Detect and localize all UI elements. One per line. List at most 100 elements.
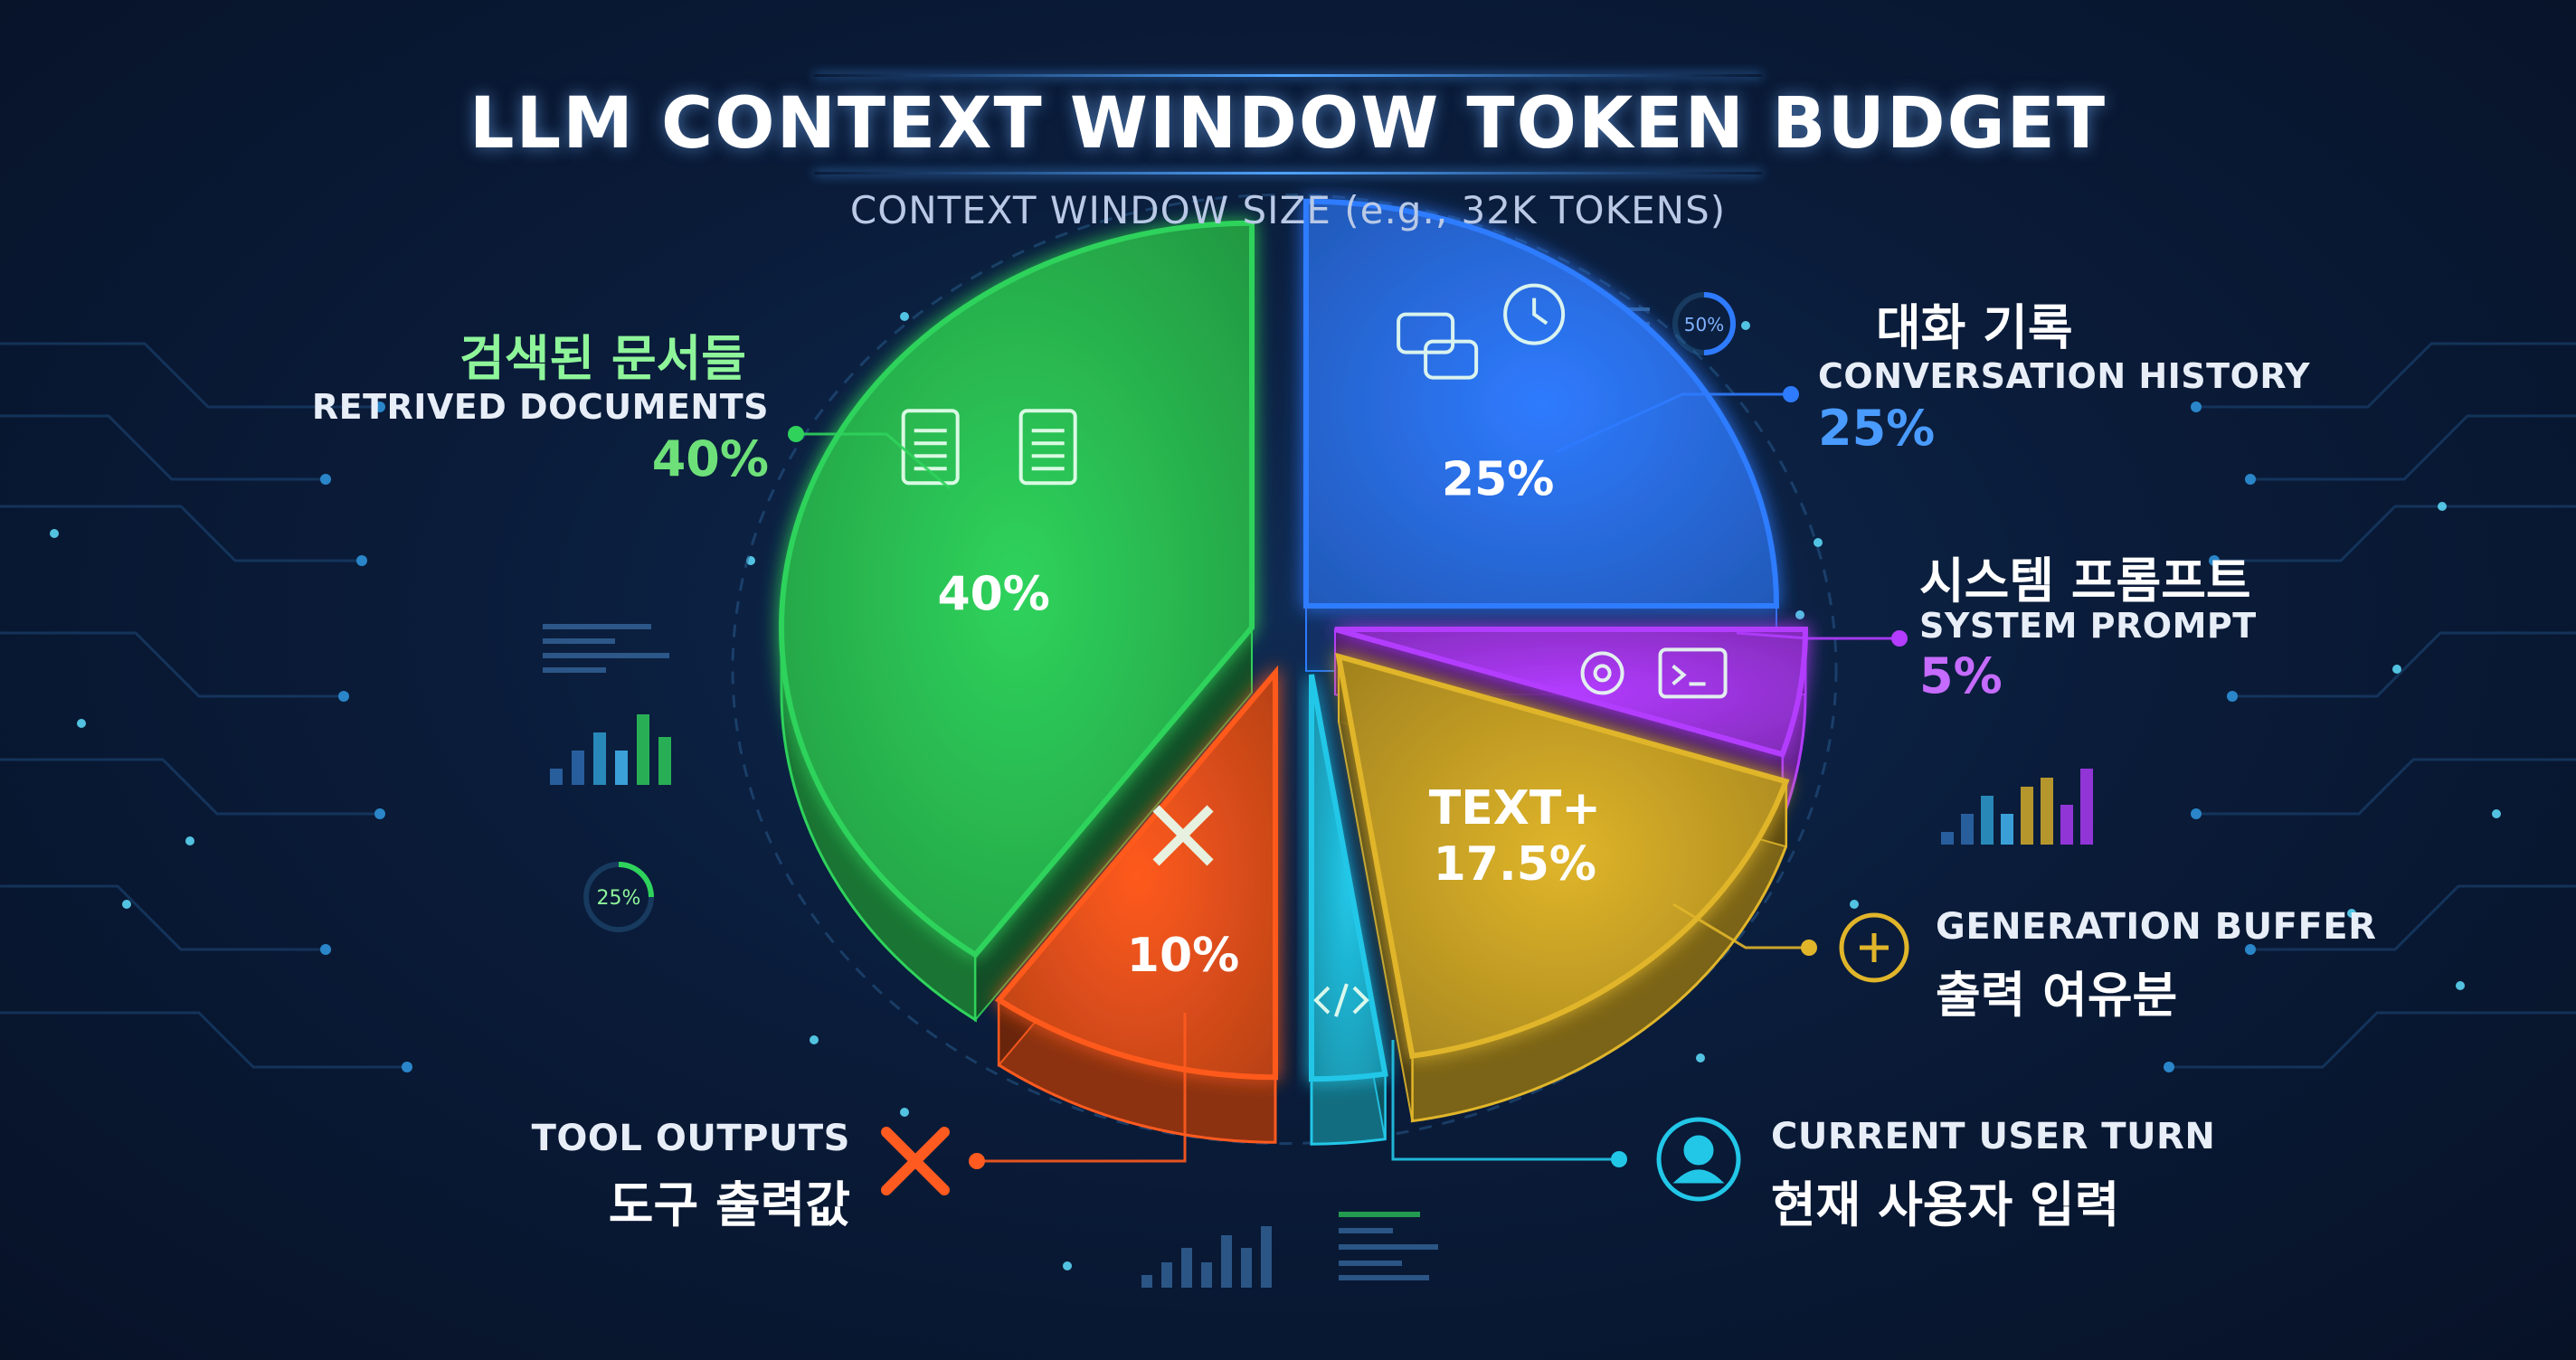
glow-dot (1795, 610, 1804, 619)
slice-label-generation-0: TEXT+ (1429, 781, 1601, 836)
tool-label-en: TOOL OUTPUTS (531, 1118, 850, 1159)
tool-icon (881, 1127, 950, 1195)
circuit-trace (2250, 414, 2576, 481)
deco-line (543, 653, 669, 658)
deco-bar (1181, 1248, 1192, 1288)
terminal-icon (1658, 647, 1728, 699)
deco-bar (2080, 769, 2093, 845)
pie-orbit-ring (731, 193, 1838, 1146)
leader-retrieved (796, 432, 951, 490)
retrieved-label-pct: 40% (651, 430, 769, 487)
circuit-trace (0, 414, 326, 481)
circuit-node (2209, 555, 2220, 566)
deco-bar (593, 732, 606, 785)
code-icon (1313, 983, 1369, 1017)
circuit-trace (0, 1011, 407, 1069)
leader-tool (977, 1013, 1187, 1163)
chart-subtitle: CONTEXT WINDOW SIZE (e.g., 32K TOKENS) (849, 188, 1727, 232)
deco-bar (1141, 1275, 1152, 1288)
glow-dot (2347, 909, 2356, 918)
pie-slice-user_turn (1309, 674, 1388, 1082)
slice-label-tool: 10% (1127, 929, 1239, 983)
title-rule-top (814, 74, 1762, 77)
circuit-trace (2196, 758, 2576, 816)
deco-line (1339, 1244, 1438, 1250)
circuit-node (320, 474, 331, 485)
retrieved-label-ko: 검색된 문서들 (459, 330, 746, 387)
circuit-trace (0, 758, 380, 816)
title-rule-bottom (814, 172, 1762, 175)
deco-bar (658, 737, 671, 785)
deco-line (1619, 307, 1650, 311)
deco-line (1339, 1228, 1393, 1233)
deco-line (1339, 1212, 1420, 1217)
glow-dot (810, 1035, 819, 1044)
chat-icon (1397, 312, 1479, 380)
deco-bar (1961, 814, 1974, 845)
deco-bar (2021, 787, 2033, 845)
glow-dot (2492, 809, 2501, 818)
leader-generation (1672, 902, 1809, 949)
glow-dot (900, 1108, 909, 1117)
deco-line (1339, 1275, 1429, 1280)
glow-dot (50, 529, 59, 538)
clock-icon (1503, 283, 1566, 345)
circuit-node (374, 401, 385, 412)
circuit-trace (2214, 505, 2576, 562)
leader-system (1736, 631, 1899, 640)
deco-bar (1161, 1262, 1172, 1288)
circuit-trace (0, 631, 344, 698)
circuit-node (338, 691, 349, 702)
gauge-fill (618, 862, 654, 898)
circuit-trace (2232, 631, 2576, 698)
circuit-trace (2196, 342, 2576, 409)
deco-line (543, 667, 606, 673)
conversation-label-en: CONVERSATION HISTORY (1818, 356, 2311, 396)
system-label-ko: 시스템 프롬프트 (1919, 552, 2251, 609)
glow-dot (1850, 900, 1859, 909)
circuit-node (2245, 944, 2256, 955)
circuit-trace (2169, 1011, 2576, 1069)
deco-bar (1201, 1262, 1212, 1288)
glow-dot (2392, 665, 2401, 674)
glow-dot (900, 312, 909, 321)
glow-dot (77, 719, 86, 728)
glow-dot (2438, 502, 2447, 511)
list-document-icon (1018, 409, 1077, 486)
generation-label-ko: 출력 여유분 (1936, 967, 2178, 1024)
deco-bar (572, 751, 584, 785)
circuit-node (356, 555, 367, 566)
leader-dot-generation (1801, 940, 1817, 956)
pie-slice-conversation (1303, 198, 1780, 609)
leader-dot-system (1891, 630, 1908, 647)
leader-dot-user_turn (1611, 1151, 1627, 1167)
glow-dot (1814, 538, 1823, 547)
circuit-node (2245, 474, 2256, 485)
deco-bar (1261, 1226, 1272, 1288)
circuit-trace (0, 505, 362, 562)
slice-label-conversation: 25% (1442, 453, 1554, 507)
deco-bar (615, 751, 628, 785)
deco-bar (1221, 1235, 1232, 1288)
pie-slice-generation (1335, 652, 1790, 1060)
pie-wall-user_turn (1310, 1072, 1387, 1146)
glow-dot (1741, 321, 1750, 330)
circuit-trace (0, 884, 326, 951)
circuit-node (320, 944, 331, 955)
circuit-lines (0, 342, 2576, 1069)
user-turn-label-en: CURRENT USER TURN (1771, 1116, 2216, 1157)
user-turn-label-ko: 현재 사용자 입력 (1771, 1176, 2120, 1233)
circuit-node (402, 1062, 412, 1072)
deco-line (543, 638, 615, 644)
gauge-right-label: 50% (1684, 314, 1724, 335)
gauge-left-label: 25% (597, 887, 641, 910)
pie-slice-tool (994, 665, 1278, 1081)
glow-dot (122, 900, 131, 909)
deco-bar (2060, 805, 2073, 845)
tool-label-ko: 도구 출력값 (608, 1176, 850, 1233)
generation-buffer-icon (1839, 912, 1909, 983)
conversation-label-pct: 25% (1818, 400, 1936, 457)
deco-bar (1941, 832, 1954, 845)
deco-line (543, 624, 651, 629)
